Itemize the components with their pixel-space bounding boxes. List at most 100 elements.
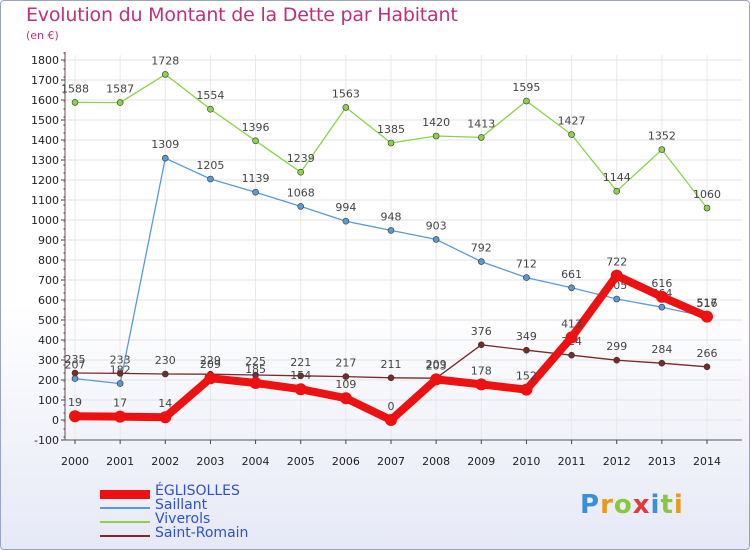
data-point <box>297 203 305 210</box>
data-label: 203 <box>426 359 447 372</box>
data-point <box>207 175 214 183</box>
data-point <box>204 372 217 385</box>
data-label: 0 <box>388 400 395 413</box>
data-label: 1144 <box>603 171 631 184</box>
data-label: 229 <box>200 354 221 367</box>
data-label: 1309 <box>151 138 179 151</box>
data-point <box>475 378 488 391</box>
data-point <box>161 370 169 378</box>
data-label: 225 <box>245 355 266 368</box>
data-label: 413 <box>561 317 582 330</box>
data-label: 284 <box>651 343 672 356</box>
data-point <box>387 227 395 234</box>
data-point <box>69 410 81 423</box>
legend-swatch <box>100 489 150 499</box>
data-label: 211 <box>381 358 402 371</box>
data-point <box>523 97 530 105</box>
y-tick-label: 400 <box>38 334 59 347</box>
data-label: 948 <box>381 210 402 223</box>
data-label: 230 <box>155 354 176 367</box>
data-point <box>342 373 350 380</box>
data-label: 1352 <box>648 130 676 143</box>
data-point <box>430 373 443 386</box>
data-label: 661 <box>561 268 582 281</box>
data-label: 19 <box>68 396 82 409</box>
x-tick-label: 2008 <box>422 455 450 468</box>
x-tick-label: 2009 <box>467 455 495 468</box>
legend-swatch <box>100 535 150 537</box>
data-label: 209 <box>426 358 447 371</box>
data-point <box>385 414 397 426</box>
x-tick-label: 2011 <box>558 455 586 468</box>
data-label: 1396 <box>242 121 270 134</box>
data-label: 1413 <box>467 117 495 130</box>
data-label: 712 <box>516 258 537 271</box>
data-point <box>114 410 127 423</box>
data-point <box>116 370 124 377</box>
y-tick-label: 1200 <box>31 174 59 187</box>
data-point <box>161 71 169 78</box>
data-point <box>339 392 352 405</box>
y-tick-label: 100 <box>38 394 59 407</box>
data-point <box>249 377 262 389</box>
y-tick-label: 200 <box>38 374 59 387</box>
x-tick-label: 2010 <box>512 455 540 468</box>
y-tick-label: 1800 <box>31 54 59 67</box>
data-point <box>568 351 575 359</box>
data-point <box>565 331 578 344</box>
data-point <box>477 341 485 349</box>
y-tick-label: 500 <box>38 314 59 327</box>
y-tick-label: 600 <box>38 294 59 307</box>
data-label: 1588 <box>61 82 89 95</box>
x-tick-label: 2014 <box>693 455 721 468</box>
y-tick-label: 1600 <box>31 94 59 107</box>
data-label: 217 <box>335 357 356 370</box>
data-label: 14 <box>158 397 172 410</box>
data-point <box>613 187 621 195</box>
data-label: 1563 <box>332 87 360 100</box>
data-point <box>387 374 395 382</box>
data-point <box>161 154 169 162</box>
data-point <box>703 363 711 371</box>
data-label: 221 <box>290 356 311 369</box>
data-point <box>294 383 307 396</box>
data-point <box>613 356 621 364</box>
data-label: 1060 <box>693 188 721 201</box>
data-label: 1205 <box>196 159 224 172</box>
y-tick-label: 1000 <box>31 214 59 227</box>
data-label: 109 <box>335 378 356 391</box>
data-point <box>159 411 172 424</box>
data-label: 516 <box>697 297 718 310</box>
data-point <box>116 99 124 106</box>
data-point <box>703 204 711 212</box>
y-tick-label: -100 <box>34 434 59 447</box>
y-tick-label: 0 <box>52 414 59 427</box>
data-point <box>207 105 214 113</box>
y-tick-label: 1400 <box>31 134 59 147</box>
data-label: 1420 <box>422 116 450 129</box>
y-tick-label: 300 <box>38 354 59 367</box>
legend-label: Saillant <box>155 497 208 513</box>
data-point <box>523 274 530 281</box>
data-label: 349 <box>516 330 537 343</box>
y-tick-label: 1500 <box>31 114 59 127</box>
data-point <box>520 383 533 396</box>
data-label: 233 <box>110 353 131 366</box>
data-label: 616 <box>651 277 672 290</box>
data-point <box>477 258 485 265</box>
x-tick-label: 2013 <box>648 455 676 468</box>
data-label: 376 <box>471 325 492 338</box>
data-label: 299 <box>606 340 627 353</box>
data-label: 266 <box>697 347 718 360</box>
data-point <box>610 269 623 282</box>
x-tick-label: 2012 <box>603 455 631 468</box>
legend-label: Viverols <box>155 511 211 527</box>
chart-subtitle: (en €) <box>26 29 59 42</box>
data-label: 1139 <box>242 172 270 185</box>
data-point <box>613 295 621 303</box>
data-point <box>658 146 666 153</box>
legend-label: Saint-Romain <box>155 525 249 541</box>
data-label: 1554 <box>196 89 224 102</box>
data-point <box>71 99 79 106</box>
